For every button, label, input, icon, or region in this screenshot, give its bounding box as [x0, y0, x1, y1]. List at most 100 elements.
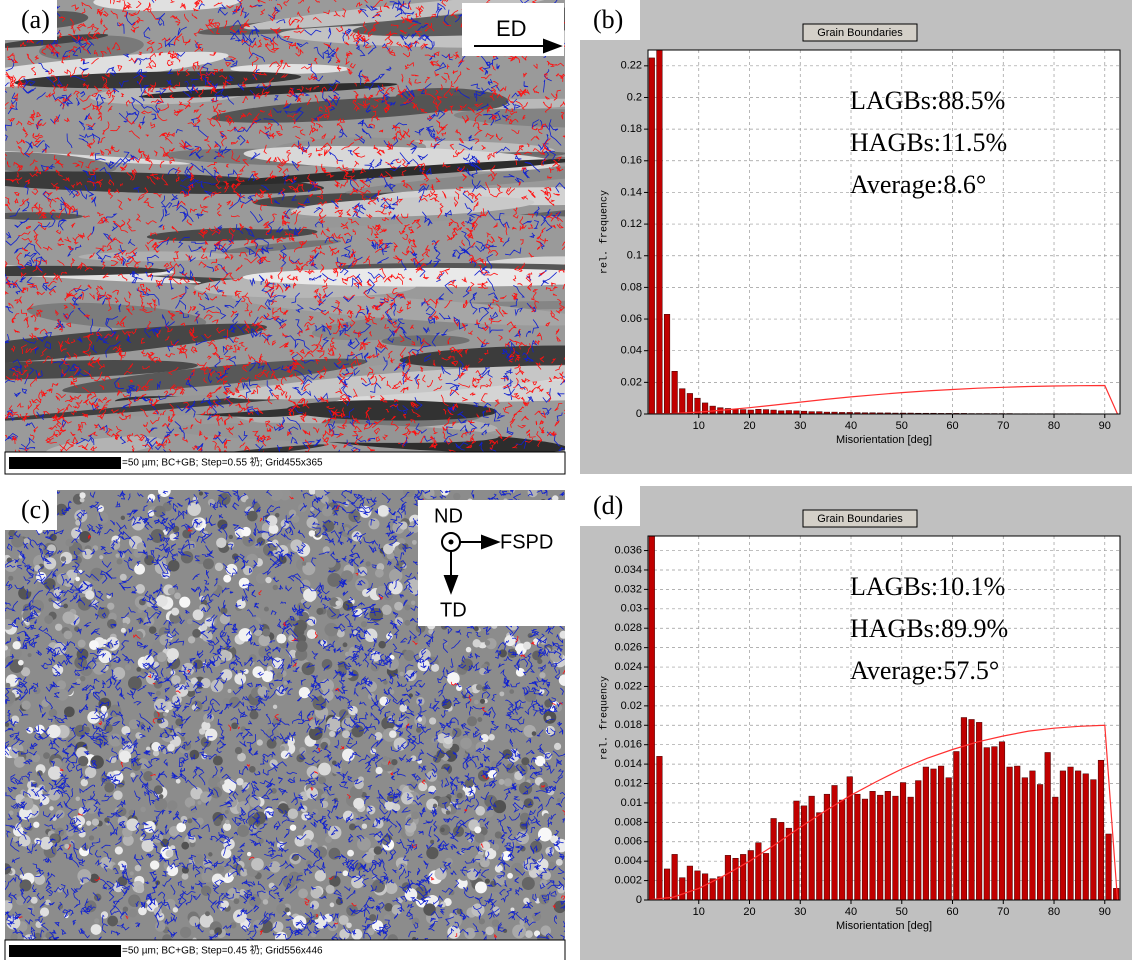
transverse-label: TD — [440, 599, 467, 621]
grain — [120, 574, 127, 581]
grain — [499, 779, 505, 785]
bar — [672, 854, 678, 900]
grain — [123, 623, 128, 628]
grain — [474, 626, 479, 631]
bar — [740, 854, 746, 900]
grain — [485, 879, 490, 884]
grain — [214, 927, 222, 935]
bar — [664, 869, 670, 900]
grain — [13, 836, 19, 842]
grain — [249, 766, 256, 773]
grain — [41, 699, 49, 707]
grain — [381, 605, 391, 615]
grain — [383, 680, 388, 685]
grain — [81, 779, 88, 786]
x-axis-label: Misorientation [deg] — [836, 434, 932, 446]
grain — [87, 711, 100, 724]
grain — [34, 687, 41, 694]
grain — [559, 631, 567, 639]
bar — [778, 822, 784, 900]
grain — [57, 689, 69, 701]
bar — [649, 512, 655, 900]
y-tick-label: 0.018 — [614, 719, 642, 731]
grain — [368, 693, 375, 700]
grain — [403, 485, 415, 497]
bar — [938, 766, 944, 900]
grain — [318, 776, 326, 784]
grain — [256, 573, 267, 584]
grain — [310, 507, 314, 511]
grain — [213, 756, 223, 766]
grain — [382, 756, 388, 762]
grain — [197, 801, 201, 805]
grain — [168, 588, 175, 595]
grain — [155, 921, 165, 931]
grain — [136, 885, 144, 893]
grain — [258, 634, 270, 646]
y-tick-label: 0 — [636, 408, 642, 420]
grain — [149, 626, 157, 634]
grain — [18, 660, 24, 666]
grain — [130, 895, 139, 904]
y-tick-label: 0.08 — [621, 281, 642, 293]
annotation: HAGBs:11.5% — [850, 128, 1007, 157]
y-tick-label: 0.002 — [614, 874, 642, 886]
bar — [809, 796, 815, 900]
grain — [44, 615, 53, 624]
grain — [532, 731, 537, 736]
grain — [281, 751, 289, 759]
annotation: Average:8.6° — [850, 170, 986, 199]
bar — [931, 769, 937, 900]
grain — [394, 737, 407, 750]
grain — [171, 608, 179, 616]
grain — [404, 620, 410, 626]
grain — [217, 865, 225, 873]
grain — [136, 667, 141, 672]
grain — [236, 778, 243, 785]
bar — [915, 781, 921, 900]
bar — [748, 850, 754, 900]
grain — [375, 569, 384, 578]
grain — [480, 734, 488, 742]
grain — [166, 850, 174, 858]
bar — [870, 791, 876, 900]
grain — [357, 837, 371, 851]
y-tick-label: 0.04 — [621, 345, 642, 357]
grain — [49, 709, 58, 718]
grain — [159, 794, 164, 799]
grain — [263, 899, 269, 905]
bar — [885, 791, 891, 900]
grain — [235, 747, 242, 754]
grain — [234, 898, 240, 904]
grain — [394, 602, 403, 611]
grain — [225, 810, 229, 814]
grain — [112, 864, 120, 872]
grain — [107, 619, 117, 629]
bar — [1106, 834, 1112, 900]
y-tick-label: 0.034 — [614, 564, 642, 576]
grain — [318, 763, 331, 776]
bar — [816, 813, 822, 900]
grain — [187, 619, 193, 625]
grain — [156, 691, 161, 696]
x-tick-label: 60 — [946, 420, 958, 432]
grain — [539, 894, 550, 905]
bar — [900, 783, 906, 900]
grain — [509, 689, 514, 694]
grain — [375, 767, 382, 774]
chart-title: Grain Boundaries — [817, 513, 903, 525]
grain — [77, 869, 91, 883]
grain — [285, 907, 290, 912]
grain — [351, 929, 362, 940]
grain — [91, 924, 102, 935]
grain — [438, 797, 450, 809]
grain — [264, 607, 269, 612]
grain — [342, 730, 350, 738]
y-tick-label: 0.1 — [627, 250, 642, 262]
grain — [79, 492, 85, 498]
grain — [476, 684, 482, 690]
bar — [710, 406, 716, 414]
grain — [55, 624, 62, 631]
bar — [1037, 784, 1043, 900]
bar — [756, 409, 762, 414]
